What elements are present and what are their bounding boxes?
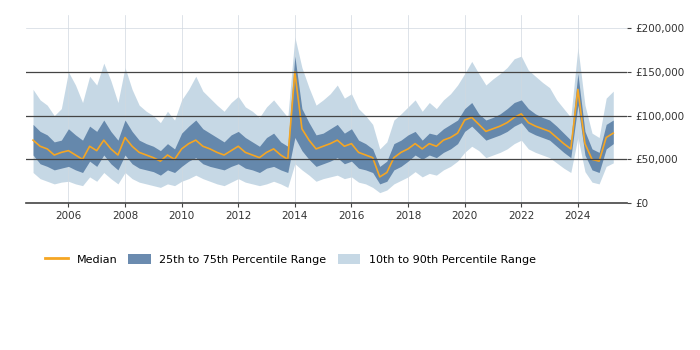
Legend: Median, 25th to 75th Percentile Range, 10th to 90th Percentile Range: Median, 25th to 75th Percentile Range, 1… [41,250,540,269]
